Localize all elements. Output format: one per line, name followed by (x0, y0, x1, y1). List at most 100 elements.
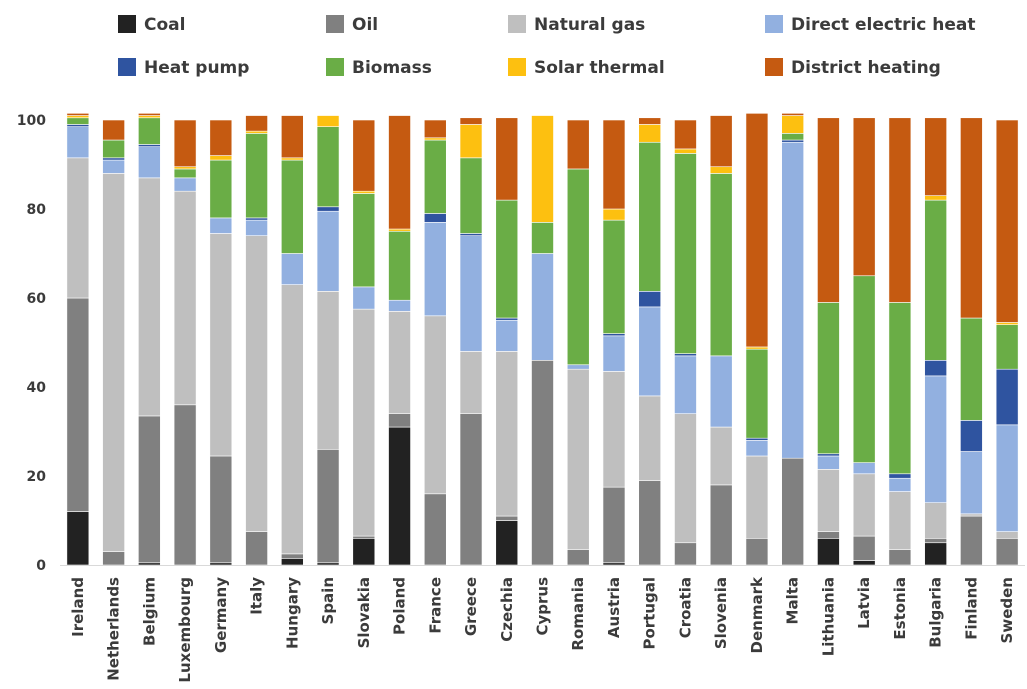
bar-segment-france-heat-pump (423, 213, 447, 223)
bar-segment-poland-coal (388, 426, 411, 566)
bar-segment-denmark-solar-thermal (745, 346, 769, 350)
bar-segment-luxembourg-biomass (173, 168, 197, 179)
legend-label-biomass: Biomass (352, 58, 432, 78)
bar-segment-germany-district-heating (209, 119, 233, 156)
y-tick-label: 20 (27, 469, 47, 485)
bar-stack-austria (602, 119, 626, 566)
bar-segment-ireland-oil (66, 297, 90, 512)
bar-segment-belgium-coal (138, 562, 161, 566)
bar-segment-malta-solar-thermal (781, 115, 804, 134)
bar-segment-belgium-direct-electric-heat (138, 146, 161, 179)
bar-segment-poland-district-heating (388, 115, 411, 230)
bar-segment-greece-biomass (459, 157, 483, 234)
x-tick-label-france: France (426, 577, 444, 634)
bar-segment-romania-natural-gas (566, 368, 590, 550)
bar-stack-greece (459, 117, 483, 566)
bar-segment-czechia-direct-electric-heat (495, 319, 519, 352)
x-tick-label-slovakia: Slovakia (355, 577, 373, 648)
bar-segment-lithuania-coal (817, 537, 840, 566)
bar-segment-hungary-solar-thermal (281, 157, 304, 161)
bar-segment-france-direct-electric-heat (423, 222, 447, 317)
bar-stack-france (423, 119, 447, 566)
bar-segment-lithuania-oil (817, 531, 840, 539)
x-tick-label-denmark: Denmark (748, 576, 766, 653)
bar-segment-belgium-district-heating (138, 113, 161, 116)
legend-item-oil: Oil (326, 15, 378, 35)
x-tick-label-portugal: Portugal (641, 577, 659, 650)
bar-stack-italy (245, 115, 268, 566)
bar-segment-estonia-district-heating (888, 117, 912, 303)
bar-segment-france-biomass (423, 139, 447, 214)
bar-segment-sweden-district-heating (995, 119, 1019, 323)
bar-segment-italy-oil (245, 531, 268, 566)
bar-segment-portugal-heat-pump (638, 291, 662, 308)
bar-segment-france-district-heating (423, 119, 447, 139)
bar-segment-denmark-district-heating (745, 113, 769, 348)
bar-segment-poland-oil (388, 413, 411, 428)
bar-segment-austria-direct-electric-heat (602, 335, 626, 372)
bar-segment-ireland-biomass (66, 117, 90, 125)
bar-segment-portugal-direct-electric-heat (638, 306, 662, 397)
legend-item-heat-pump: Heat pump (118, 58, 249, 78)
bar-segment-lithuania-heat-pump (817, 453, 840, 457)
bar-segment-denmark-biomass (745, 348, 769, 439)
bar-stack-latvia (852, 117, 876, 566)
bar-segment-germany-natural-gas (209, 233, 233, 457)
legend-item-coal: Coal (118, 15, 185, 35)
bar-segment-malta-district-heating (781, 113, 804, 116)
bar-segment-denmark-natural-gas (745, 455, 769, 539)
bar-stack-lithuania (817, 117, 840, 566)
bar-segment-finland-district-heating (960, 117, 983, 319)
bar-stack-sweden (995, 119, 1019, 566)
bar-segment-czechia-district-heating (495, 117, 519, 201)
x-tick-label-romania: Romania (569, 577, 587, 651)
bar-segment-czechia-coal (495, 520, 519, 566)
bar-segment-romania-biomass (566, 168, 590, 366)
bar-segment-greece-natural-gas (459, 351, 483, 414)
bar-segment-netherlands-oil (102, 551, 125, 566)
x-tick-label-greece: Greece (462, 577, 480, 636)
bar-segment-portugal-solar-thermal (638, 124, 662, 143)
bar-segment-lithuania-district-heating (817, 117, 840, 303)
bar-segment-croatia-district-heating (674, 119, 697, 150)
bar-segment-romania-direct-electric-heat (566, 364, 590, 370)
bar-segment-croatia-oil (674, 542, 697, 566)
bar-segment-czechia-biomass (495, 199, 519, 319)
bar-segment-italy-direct-electric-heat (245, 219, 268, 236)
y-axis: 0 20 40 60 80 100 (17, 113, 46, 574)
bar-segment-denmark-direct-electric-heat (745, 440, 769, 457)
bar-segment-sweden-direct-electric-heat (995, 424, 1019, 532)
bar-stack-slovenia (709, 115, 733, 566)
bar-segment-sweden-solar-thermal (995, 322, 1019, 326)
legend-swatch-district-heating (765, 58, 783, 76)
legend-label-coal: Coal (144, 15, 185, 35)
bar-segment-slovenia-natural-gas (709, 426, 733, 486)
bar-segment-france-oil (423, 493, 447, 566)
bar-segment-austria-solar-thermal (602, 208, 626, 221)
bar-segment-sweden-biomass (995, 324, 1019, 370)
bar-segment-austria-biomass (602, 219, 626, 334)
legend-swatch-solar-thermal (508, 58, 526, 76)
bar-segment-italy-natural-gas (245, 235, 268, 532)
bar-segment-poland-solar-thermal (388, 228, 411, 232)
legend-item-direct-electric-heat: Direct electric heat (765, 15, 976, 35)
bar-segment-slovenia-biomass (709, 173, 733, 357)
bar-segment-latvia-coal (852, 560, 876, 566)
bar-segment-bulgaria-biomass (924, 199, 947, 361)
bar-segment-latvia-biomass (852, 275, 876, 463)
x-tick-label-italy: Italy (248, 577, 266, 615)
x-tick-label-lithuania: Lithuania (819, 577, 837, 656)
bar-segment-ireland-coal (66, 511, 90, 566)
bar-segment-croatia-biomass (674, 153, 697, 354)
bar-stack-portugal (638, 117, 662, 566)
x-tick-label-belgium: Belgium (140, 577, 158, 646)
legend-label-solar-thermal: Solar thermal (534, 58, 665, 78)
bar-segment-lithuania-natural-gas (817, 469, 840, 532)
bar-segment-germany-coal (209, 562, 233, 566)
bar-segment-latvia-direct-electric-heat (852, 462, 876, 475)
bar-segment-cyprus-solar-thermal (531, 115, 554, 223)
legend-swatch-oil (326, 15, 344, 33)
bar-segment-denmark-oil (745, 537, 769, 566)
bar-segment-portugal-biomass (638, 141, 662, 292)
bar-segment-malta-oil (781, 457, 804, 566)
